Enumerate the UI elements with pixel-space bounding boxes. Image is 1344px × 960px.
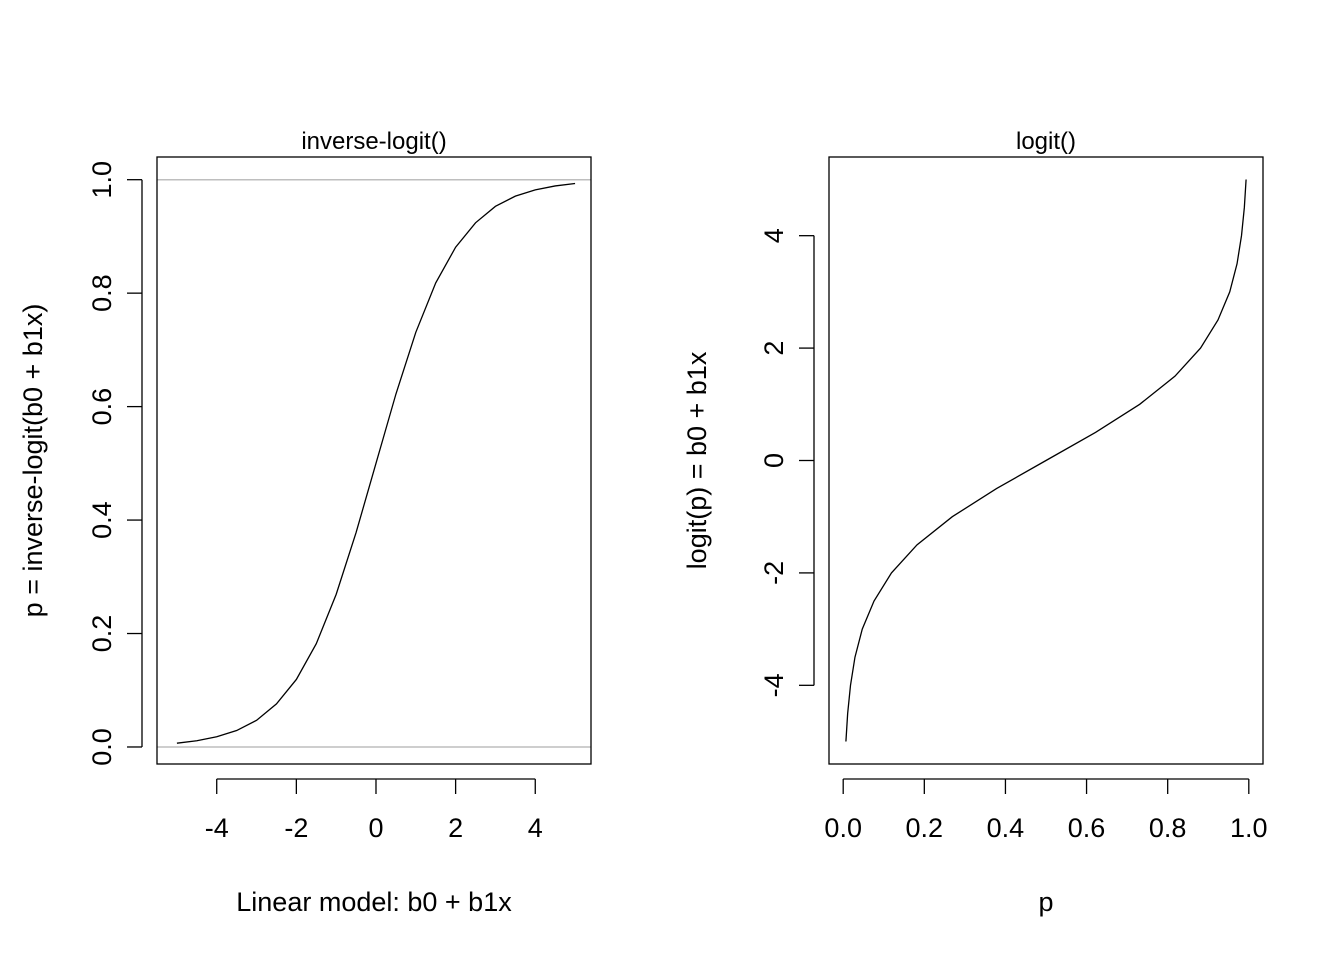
inverse-logit-curve	[176, 182, 576, 744]
plot-frame	[828, 156, 1264, 765]
y-tick-label: 1.0	[87, 161, 117, 199]
x-tick-label: 0.0	[824, 813, 862, 843]
y-tick-label: 0.0	[87, 728, 117, 766]
x-axis-title: Linear model: b0 + b1x	[236, 887, 512, 917]
y-axis-title: p = inverse-logit(b0 + b1x)	[18, 304, 48, 618]
reference-lines	[157, 178, 591, 748]
x-tick-label: 0.6	[1068, 813, 1106, 843]
inverse-logit-panel: inverse-logit() -4 -2 0 2 4 0.0 0.2 0.4 0.6 0.8 1…	[18, 128, 592, 917]
y-tick-label: 0.8	[87, 274, 117, 312]
y-axis: 0.0 0.2 0.4 0.6 0.8 1.0	[87, 161, 143, 766]
x-tick-label: 0	[368, 813, 383, 843]
y-tick-label: 0.2	[87, 615, 117, 653]
x-tick-label: 0.2	[906, 813, 944, 843]
logit-panel: logit() 0.0 0.2 0.4 0.6 0.8 1.0 -4 -2 0 2 4 p log…	[682, 128, 1268, 917]
plot-frame	[156, 156, 592, 765]
panel-title: logit()	[1016, 128, 1076, 155]
x-tick-label: -4	[205, 813, 229, 843]
x-tick-label: 4	[528, 813, 543, 843]
y-tick-label: 0	[759, 453, 789, 468]
logit-curve	[845, 179, 1247, 742]
x-tick-label: 1.0	[1230, 813, 1268, 843]
x-tick-label: 0.8	[1149, 813, 1187, 843]
y-axis-title: logit(p) = b0 + b1x	[682, 351, 712, 569]
y-tick-label: 4	[759, 228, 789, 243]
x-tick-label: 2	[448, 813, 463, 843]
y-tick-label: 0.4	[87, 501, 117, 539]
y-tick-label: -4	[759, 673, 789, 697]
x-axis: 0.0 0.2 0.4 0.6 0.8 1.0	[824, 778, 1268, 843]
y-tick-label: -2	[759, 561, 789, 585]
x-tick-label: -2	[284, 813, 308, 843]
y-axis: -4 -2 0 2 4	[759, 228, 815, 697]
y-tick-label: 2	[759, 341, 789, 356]
panel-title: inverse-logit()	[301, 128, 446, 155]
x-axis: -4 -2 0 2 4	[205, 778, 543, 843]
y-tick-label: 0.6	[87, 388, 117, 426]
x-axis-title: p	[1038, 887, 1053, 917]
x-tick-label: 0.4	[987, 813, 1025, 843]
